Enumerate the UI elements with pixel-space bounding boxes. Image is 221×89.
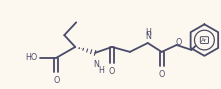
Text: H: H bbox=[98, 66, 104, 75]
Text: O: O bbox=[175, 38, 182, 47]
Text: O: O bbox=[158, 70, 165, 79]
Text: ···: ··· bbox=[77, 46, 82, 51]
Text: N: N bbox=[93, 60, 99, 69]
Text: HO: HO bbox=[25, 53, 38, 62]
Text: Ar: Ar bbox=[201, 38, 208, 43]
Text: O: O bbox=[109, 67, 115, 76]
Text: H: H bbox=[145, 28, 151, 37]
Text: N: N bbox=[145, 32, 151, 41]
Text: O: O bbox=[53, 75, 59, 85]
